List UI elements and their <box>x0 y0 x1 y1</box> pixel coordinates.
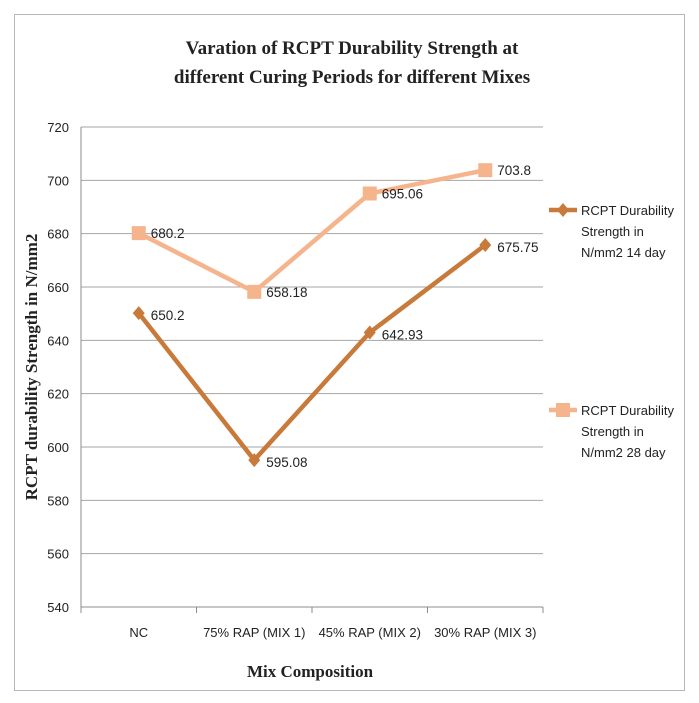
x-tick-label: 45% RAP (MIX 2) <box>319 625 421 640</box>
y-tick-660: 660 <box>47 280 69 295</box>
legend-label: RCPT Durability <box>581 403 674 418</box>
y-tick-600: 600 <box>47 440 69 455</box>
x-tick-labels: NC 75% RAP (MIX 1) 45% RAP (MIX 2) 30% RAP … <box>129 625 536 640</box>
data-labels: 680.2 658.18 695.06 703.8 650.2 595.08 642.93 6… <box>151 163 539 470</box>
data-label: 642.93 <box>382 328 423 343</box>
data-label: 680.2 <box>151 226 185 241</box>
y-tick-720: 720 <box>47 120 69 135</box>
chart-title: Varation of RCPT Durability Strength at … <box>174 38 530 88</box>
x-tick-label: NC <box>129 625 148 640</box>
y-axis-title: RCPT durability Strength in N/mm2 <box>22 234 41 501</box>
y-tick-700: 700 <box>47 173 69 188</box>
data-label: 650.2 <box>151 308 185 323</box>
legend: RCPT Durability Strength in N/mm2 14 day RC… <box>549 203 674 460</box>
series-line-14-day <box>136 242 488 463</box>
data-label: 675.75 <box>497 240 538 255</box>
legend-label: Strength in <box>581 224 644 239</box>
data-point-14-day <box>132 306 145 321</box>
data-label: 658.18 <box>266 285 307 300</box>
gridlines <box>81 126 543 608</box>
series-group <box>131 163 493 468</box>
data-point-28-day <box>478 163 493 178</box>
data-label: 595.08 <box>266 455 307 470</box>
data-point-14-day <box>248 453 261 468</box>
x-tick-label: 75% RAP (MIX 1) <box>203 625 305 640</box>
data-point-28-day <box>247 284 262 299</box>
y-tick-labels: 540 560 580 600 620 640 660 680 700 720 <box>47 120 69 615</box>
y-tick-640: 640 <box>47 333 69 348</box>
y-tick-620: 620 <box>47 387 69 402</box>
legend-label: RCPT Durability <box>581 203 674 218</box>
axes <box>80 127 544 613</box>
legend-label: Strength in <box>581 424 644 439</box>
y-tick-560: 560 <box>47 547 69 562</box>
x-tick-label: 30% RAP (MIX 3) <box>434 625 536 640</box>
data-label: 703.8 <box>497 163 531 178</box>
x-axis-title: Mix Composition <box>247 662 374 681</box>
data-point-14-day <box>479 238 492 252</box>
y-tick-540: 540 <box>47 600 69 615</box>
y-tick-680: 680 <box>47 227 69 242</box>
data-point-28-day <box>362 186 377 201</box>
chart-title-line-1: Varation of RCPT Durability Strength at <box>186 38 519 59</box>
y-tick-580: 580 <box>47 493 69 508</box>
chart-title-line-2: different Curing Periods for different M… <box>174 67 530 88</box>
data-point-14-day <box>363 325 376 340</box>
legend-swatch-marker <box>556 403 570 417</box>
series-line-28-day <box>136 167 488 295</box>
legend-swatch-marker <box>557 203 569 217</box>
legend-label: N/mm2 28 day <box>581 445 666 460</box>
data-point-28-day <box>131 226 146 241</box>
legend-label: N/mm2 14 day <box>581 245 666 260</box>
data-label: 695.06 <box>382 187 423 202</box>
